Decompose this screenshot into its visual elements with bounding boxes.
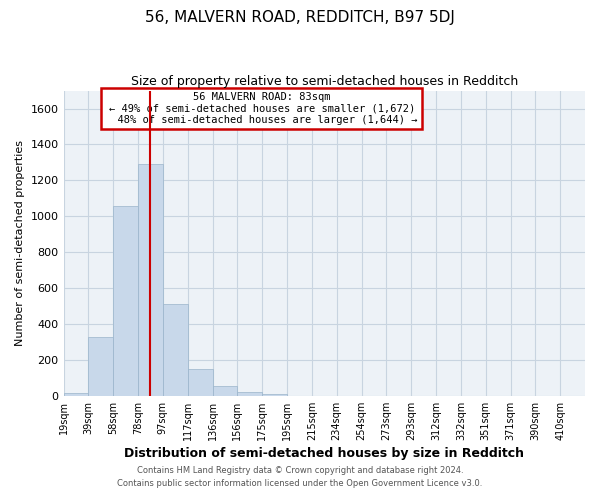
Text: 56 MALVERN ROAD: 83sqm
← 49% of semi-detached houses are smaller (1,672)
  48% o: 56 MALVERN ROAD: 83sqm ← 49% of semi-det… [106,92,418,126]
Bar [238,392,262,396]
Text: 56, MALVERN ROAD, REDDITCH, B97 5DJ: 56, MALVERN ROAD, REDDITCH, B97 5DJ [145,10,455,25]
Bar [262,394,287,396]
Title: Size of property relative to semi-detached houses in Redditch: Size of property relative to semi-detach… [131,75,518,88]
Y-axis label: Number of semi-detached properties: Number of semi-detached properties [15,140,25,346]
Bar [188,369,212,396]
Bar [163,304,188,396]
Bar [138,164,163,396]
Text: Contains HM Land Registry data © Crown copyright and database right 2024.
Contai: Contains HM Land Registry data © Crown c… [118,466,482,487]
X-axis label: Distribution of semi-detached houses by size in Redditch: Distribution of semi-detached houses by … [124,447,524,460]
Bar [88,336,113,396]
Bar [64,393,88,396]
Bar [212,386,238,396]
Bar [113,206,138,396]
